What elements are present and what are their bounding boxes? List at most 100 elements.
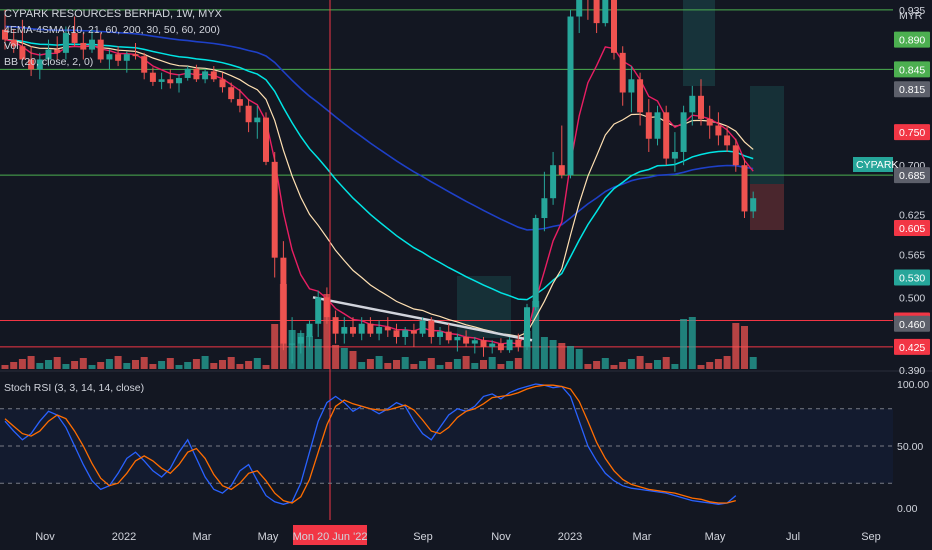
candle-body[interactable]: [376, 327, 383, 334]
candle-body[interactable]: [637, 79, 644, 113]
candle-body[interactable]: [62, 33, 69, 53]
candle-body[interactable]: [593, 0, 600, 24]
candle-body[interactable]: [698, 95, 704, 119]
candle-body[interactable]: [402, 330, 409, 337]
candle-body[interactable]: [202, 71, 209, 80]
candle-body[interactable]: [167, 79, 174, 84]
candle-body[interactable]: [671, 151, 678, 159]
candle-body[interactable]: [480, 340, 487, 347]
candle-body[interactable]: [741, 165, 748, 212]
candle-body[interactable]: [106, 54, 113, 60]
candle-body[interactable]: [280, 257, 287, 344]
candle-body[interactable]: [97, 39, 104, 60]
candle-body[interactable]: [724, 135, 731, 146]
candle-body[interactable]: [524, 307, 530, 347]
candle-body[interactable]: [219, 79, 226, 88]
candle-body[interactable]: [89, 39, 95, 50]
candle-body[interactable]: [323, 297, 330, 318]
stoch-axis[interactable]: 100.00 50.00 0.00: [897, 379, 929, 515]
candle-body[interactable]: [445, 331, 452, 341]
candle-body[interactable]: [80, 42, 87, 50]
candle-body[interactable]: [236, 99, 243, 106]
candle-body[interactable]: [54, 49, 61, 53]
candle-body[interactable]: [567, 16, 574, 176]
candle-body[interactable]: [289, 343, 296, 345]
candle-body[interactable]: [358, 323, 365, 334]
candle-body[interactable]: [245, 105, 252, 123]
candle-body[interactable]: [315, 297, 322, 324]
candle-body[interactable]: [437, 331, 443, 337]
candle-body[interactable]: [193, 68, 200, 80]
volume-bar: [158, 361, 166, 369]
candle-body[interactable]: [36, 59, 43, 70]
candle-body[interactable]: [471, 340, 478, 344]
candle-body[interactable]: [10, 39, 17, 47]
candle-body[interactable]: [689, 95, 696, 113]
candle-body[interactable]: [558, 165, 565, 176]
candle-body[interactable]: [506, 339, 513, 351]
candle-body[interactable]: [732, 145, 739, 166]
candle-body[interactable]: [393, 330, 400, 337]
candle-body[interactable]: [176, 77, 182, 84]
candle-body[interactable]: [123, 54, 130, 61]
stoch-legend-label[interactable]: Stoch RSI (3, 3, 14, 14, close): [4, 382, 145, 394]
candle-body[interactable]: [532, 218, 539, 308]
candle-body[interactable]: [663, 112, 670, 159]
candle-body[interactable]: [384, 327, 391, 331]
candle-body[interactable]: [2, 29, 8, 40]
candle-body[interactable]: [367, 323, 374, 334]
candle-body[interactable]: [149, 72, 156, 82]
candle-body[interactable]: [602, 0, 609, 24]
candle-body[interactable]: [341, 327, 348, 334]
volume-bar: [427, 358, 435, 369]
candle-body[interactable]: [428, 320, 435, 337]
candle-body[interactable]: [115, 54, 122, 61]
candle-body[interactable]: [297, 336, 304, 344]
candle-body[interactable]: [463, 336, 470, 344]
candle-body[interactable]: [410, 330, 417, 334]
candle-body[interactable]: [541, 198, 548, 219]
candle-body[interactable]: [454, 336, 461, 341]
candle-body[interactable]: [141, 56, 148, 73]
candle-body[interactable]: [750, 198, 757, 212]
vol-legend[interactable]: Vol: [4, 40, 19, 52]
candle-body[interactable]: [350, 327, 356, 334]
candle-body[interactable]: [419, 320, 426, 334]
candle-body[interactable]: [489, 343, 496, 347]
price-pane[interactable]: [0, 0, 932, 520]
candle-body[interactable]: [497, 343, 504, 351]
candle-body[interactable]: [228, 87, 235, 100]
candle-body[interactable]: [645, 112, 652, 139]
price-axis[interactable]: 0.9350.8900.8500.8450.8150.7500.7000.685…: [853, 5, 930, 377]
candle-body[interactable]: [706, 118, 713, 126]
candle-body[interactable]: [254, 117, 261, 123]
candle-body[interactable]: [28, 59, 35, 70]
candle-body[interactable]: [184, 68, 191, 78]
candle-body[interactable]: [158, 79, 165, 82]
candle-body[interactable]: [619, 52, 626, 93]
candle-body[interactable]: [263, 117, 269, 162]
candle-body[interactable]: [550, 165, 557, 199]
candle-body[interactable]: [332, 317, 339, 334]
candle-body[interactable]: [654, 112, 661, 139]
candle-body[interactable]: [19, 46, 26, 60]
time-axis[interactable]: Nov 2022 Mar May Mon 20 Jun '22 Sep Nov 2023 Mar…: [35, 525, 881, 545]
candle-body[interactable]: [306, 323, 313, 337]
candle-body[interactable]: [132, 54, 139, 57]
candle-body[interactable]: [715, 125, 722, 136]
chart-title[interactable]: CYPARK RESOURCES BERHAD, 1W, MYX: [4, 8, 223, 20]
candle-body[interactable]: [271, 161, 278, 258]
candle-body[interactable]: [45, 49, 52, 60]
candle-body[interactable]: [515, 339, 522, 347]
candle-body[interactable]: [210, 71, 217, 80]
candle-body[interactable]: [71, 33, 78, 43]
candle-body[interactable]: [628, 79, 635, 93]
candle-body[interactable]: [576, 0, 583, 17]
ema-legend[interactable]: 4EMA-4SMA (10, 21, 60, 200, 30, 50, 60, …: [4, 24, 220, 36]
bb-legend[interactable]: BB (20, close, 2, 0): [4, 56, 94, 68]
candle-body[interactable]: [611, 0, 617, 53]
candle-body[interactable]: [680, 112, 687, 152]
ema-200-line: [4, 25, 754, 231]
stoch-rsi-pane[interactable]: [0, 383, 893, 505]
